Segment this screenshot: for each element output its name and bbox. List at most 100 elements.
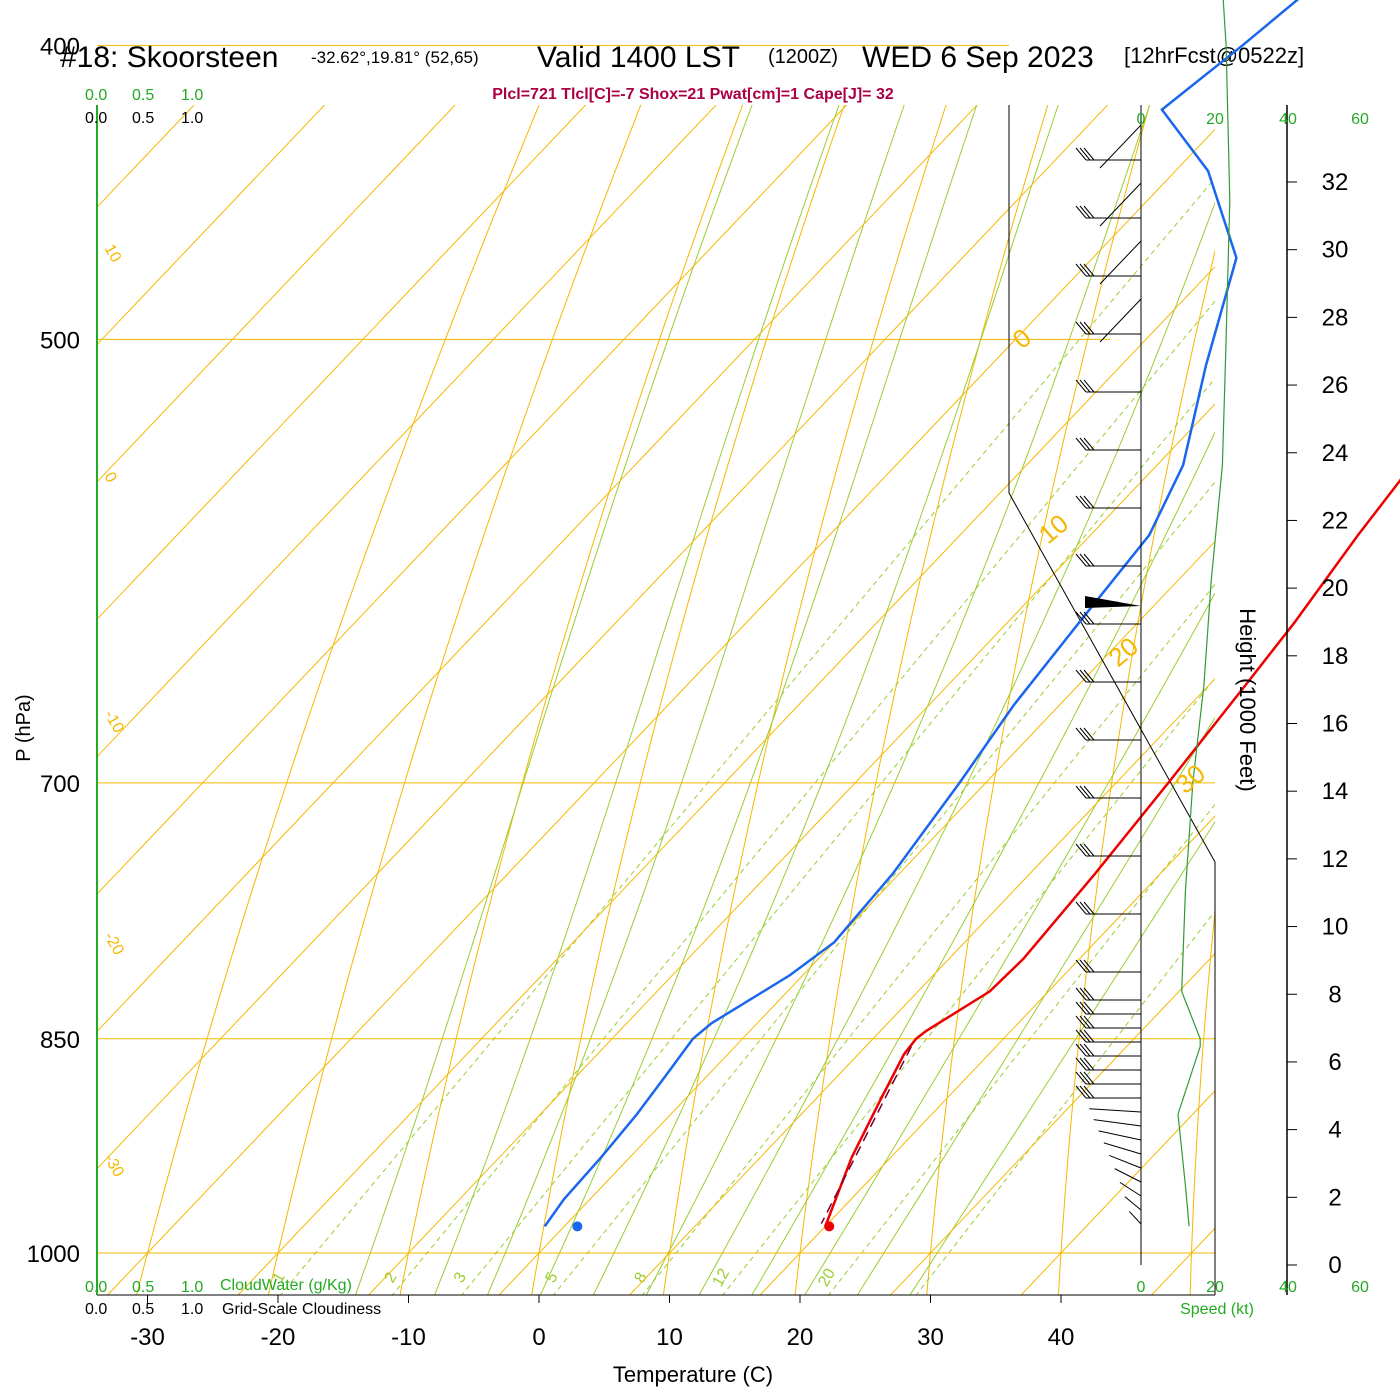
height-tick-label: 22 <box>1322 507 1349 534</box>
temperature-profile <box>824 478 1400 1227</box>
moist-adiabat <box>856 716 1215 1295</box>
speed-scale-top: 0 20 40 60 <box>1137 111 1369 128</box>
speed-tick-2-bottom: 40 <box>1279 1279 1297 1296</box>
wind-barb-flag <box>1079 1029 1091 1043</box>
wind-barb-flag <box>1083 147 1095 161</box>
speed-tick-1-bottom: 20 <box>1206 1279 1224 1296</box>
isotherm-line <box>1020 1090 1215 1295</box>
wind-barb-flag <box>1083 437 1095 451</box>
mixing-ratio-label: 3 <box>451 1270 470 1286</box>
wind-barb-flag <box>1075 1071 1087 1085</box>
wind-barb-flag <box>1075 379 1087 393</box>
mixing-ratio-line <box>915 910 1215 1295</box>
wind-barb-flag <box>1079 263 1091 277</box>
isotherm-label-right: 30 <box>1170 758 1211 800</box>
wind-barb <box>1098 1130 1142 1141</box>
height-tick-label: 0 <box>1328 1252 1341 1279</box>
valid-time: Valid 1400 LST <box>537 41 740 74</box>
x-tick-label: 30 <box>917 1324 944 1351</box>
wind-barb-flag <box>1075 437 1087 451</box>
wind-barb-diag <box>1099 298 1142 343</box>
cw-tick-2: 1.0 <box>181 87 203 104</box>
speed-tick-3-top: 60 <box>1351 111 1369 128</box>
speed-tick-0-top: 0 <box>1137 111 1146 128</box>
isotherm-line <box>498 540 1215 1295</box>
wind-barb-diag <box>1099 182 1142 227</box>
wind-barb-flag <box>1083 379 1095 393</box>
wind-barb-flag <box>1075 1043 1087 1057</box>
isotherm-line <box>1147 0 1400 1400</box>
height-tick-label: 26 <box>1322 372 1349 399</box>
speed-profile <box>1177 0 1231 1227</box>
pressure-tick-label: 500 <box>40 327 80 354</box>
wind-barb-flag <box>1083 553 1095 567</box>
cl-tick-0-bottom: 0.0 <box>85 1301 107 1318</box>
wind-barb-flag <box>1075 553 1087 567</box>
y2-axis-title: Height (1000 Feet) <box>1235 608 1260 791</box>
speed-tick-2-top: 40 <box>1279 111 1297 128</box>
moist-adiabat <box>698 201 1215 1295</box>
wind-barb-flag <box>1075 1085 1087 1099</box>
cl-tick-2-bottom: 1.0 <box>181 1301 203 1318</box>
wind-barb-flag <box>1083 1029 1095 1043</box>
isotherm-label-right: 0 <box>1007 322 1037 354</box>
isotherm-line <box>367 403 1215 1295</box>
wind-barb-flag <box>1075 785 1087 799</box>
wind-barb-flag <box>1079 959 1091 973</box>
cw-tick-0-bottom: 0.0 <box>85 1279 107 1296</box>
height-tick-label: 28 <box>1322 304 1349 331</box>
x-tick-label: -10 <box>391 1324 426 1351</box>
cl-tick-0: 0.0 <box>85 110 107 127</box>
wind-barb-flag <box>1079 987 1091 1001</box>
station-title: #18: Skoorsteen <box>60 41 278 74</box>
wind-barb-flag <box>1079 727 1091 741</box>
moist-adiabat <box>354 105 753 1295</box>
speed-tick-1-top: 20 <box>1206 111 1224 128</box>
cloudwater-scale-top: 0.0 0.5 1.0 <box>85 87 203 104</box>
dry-adiabats <box>136 105 1215 1295</box>
x-tick-label: -20 <box>261 1324 296 1351</box>
isobars <box>97 44 1215 1254</box>
isotherm-line <box>97 105 195 208</box>
height-tick-label: 14 <box>1322 778 1349 805</box>
wind-barb-flag <box>1079 1071 1091 1085</box>
wind-barb-flag <box>1079 553 1091 567</box>
profiles <box>543 0 1400 1232</box>
cl-tick-1: 0.5 <box>132 110 154 127</box>
height-tick-label: 16 <box>1322 711 1349 738</box>
wind-barb-flag <box>1075 1001 1087 1015</box>
wind-barb <box>1119 1181 1142 1197</box>
dry-adiabat <box>1189 906 1215 1295</box>
isotherm-line <box>0 0 727 1400</box>
wind-barb-diag <box>1099 124 1142 169</box>
wind-barb-flag <box>1079 611 1091 625</box>
moist-adiabat <box>751 431 1215 1295</box>
wind-barb-flag <box>1075 1057 1087 1071</box>
speed-scale-bottom: 0 20 40 60 Speed (kt) <box>1137 1279 1369 1318</box>
moist-adiabat <box>645 105 1151 1295</box>
cloudwater-scale-bottom: 0.0 0.5 1.0 CloudWater (g/Kg) <box>85 1277 352 1296</box>
isotherm-line <box>628 678 1215 1295</box>
dry-adiabat <box>531 105 845 1295</box>
cloudiness-scale-bottom: 0.0 0.5 1.0 Grid-Scale Cloudiness <box>85 1301 381 1318</box>
isotherm-label: -20 <box>101 930 127 959</box>
wind-barb-flag <box>1079 321 1091 335</box>
mixing-ratio-line <box>722 677 1215 1295</box>
wind-barb-flag <box>1083 611 1095 625</box>
speed-label: Speed (kt) <box>1180 1301 1254 1318</box>
dry-adiabat <box>267 105 642 1295</box>
mixing-ratio-line <box>391 300 1215 1295</box>
moist-adiabat <box>592 105 1059 1295</box>
isotherm-label: 10 <box>101 242 125 266</box>
height-tick-label: 24 <box>1322 440 1349 467</box>
mixing-ratio-label: 20 <box>815 1266 839 1290</box>
forecast-info: [12hrFcst@0522z] <box>1124 43 1304 68</box>
wind-barb <box>1103 1142 1142 1155</box>
wind-barb-flag <box>1083 987 1095 1001</box>
dry-adiabat <box>662 105 947 1295</box>
mixing-ratio-line <box>828 803 1215 1295</box>
